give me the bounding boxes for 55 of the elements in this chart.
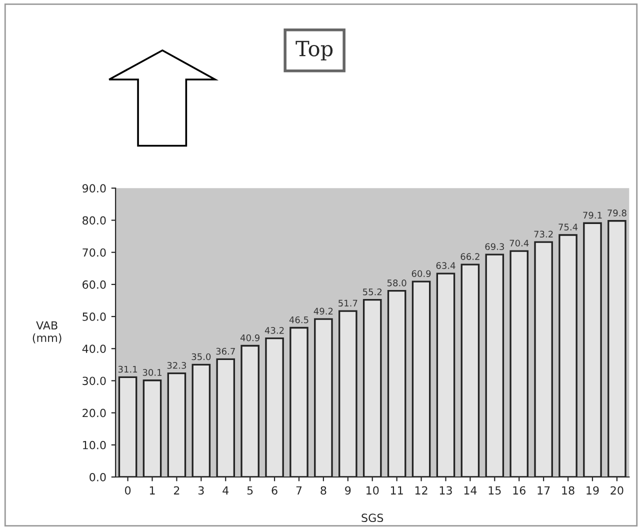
x-tick-label: 20 bbox=[610, 486, 624, 495]
text: Top bbox=[296, 40, 333, 60]
x-tick-label: 15 bbox=[488, 486, 501, 495]
x-tick-label: 6 bbox=[272, 486, 278, 495]
x-tick-label: 2 bbox=[174, 486, 180, 494]
y-tick-label: 70.0 bbox=[82, 248, 106, 257]
y-tick-label: 30.0 bbox=[82, 376, 106, 386]
data-label: 35.0 bbox=[192, 353, 211, 360]
y-tick-label: 10.0 bbox=[83, 440, 106, 450]
y-tick-label: 50.0 bbox=[82, 312, 106, 321]
x-tick-label: 5 bbox=[247, 486, 253, 495]
data-label: 63.4 bbox=[436, 262, 456, 269]
data-label: 55.2 bbox=[363, 288, 382, 296]
x-tick-label: 11 bbox=[390, 486, 403, 494]
x-tick-label: 18 bbox=[562, 486, 574, 495]
x-tick-label: 8 bbox=[320, 486, 326, 495]
data-label: 66.2 bbox=[460, 253, 480, 260]
x-tick-label: 1 bbox=[150, 486, 155, 494]
y-tick-label: 60.0 bbox=[82, 280, 106, 289]
data-label: 51.7 bbox=[338, 300, 358, 307]
data-label: 49.2 bbox=[314, 308, 333, 315]
x-tick-label: 3 bbox=[198, 486, 204, 495]
x-tick-label: 14 bbox=[464, 486, 477, 494]
data-label: 58.0 bbox=[387, 279, 406, 286]
x-tick-label: 7 bbox=[296, 486, 302, 494]
data-label: 31.1 bbox=[118, 366, 138, 373]
y-tick-label: 40.0 bbox=[82, 344, 106, 353]
data-label: 73.2 bbox=[534, 230, 553, 238]
y-tick-label: 0.0 bbox=[90, 472, 106, 482]
x-axis-title: SGS bbox=[362, 514, 384, 522]
x-tick-label: 19 bbox=[586, 486, 599, 495]
data-label: 40.9 bbox=[240, 334, 260, 342]
data-label: 75.4 bbox=[558, 224, 578, 230]
data-label: 79.1 bbox=[583, 212, 602, 219]
x-tick-label: 10 bbox=[366, 486, 379, 495]
data-label: 32.3 bbox=[167, 362, 186, 369]
data-label: 69.3 bbox=[485, 243, 504, 250]
x-tick-label: 12 bbox=[415, 486, 428, 494]
data-label: 70.4 bbox=[510, 240, 529, 247]
data-label: 60.9 bbox=[412, 270, 431, 278]
y-axis-title: VAB (mm) bbox=[32, 321, 62, 344]
data-label: 30.1 bbox=[142, 369, 162, 376]
x-tick-label: 16 bbox=[513, 486, 526, 495]
data-label: 79.8 bbox=[608, 210, 626, 216]
y-tick-label: 80.0 bbox=[82, 216, 106, 225]
x-tick-label: 13 bbox=[440, 486, 452, 495]
data-label: 43.2 bbox=[264, 326, 284, 334]
y-tick-label: 90.0 bbox=[82, 184, 106, 193]
y-tick-label: 20.0 bbox=[82, 408, 106, 418]
x-tick-label: 0 bbox=[124, 486, 131, 495]
data-label: 46.5 bbox=[289, 316, 308, 324]
data-label: 36.7 bbox=[216, 348, 235, 355]
x-tick-label: 17 bbox=[538, 486, 550, 494]
x-tick-label: 9 bbox=[345, 486, 351, 495]
x-tick-label: 4 bbox=[222, 486, 229, 494]
